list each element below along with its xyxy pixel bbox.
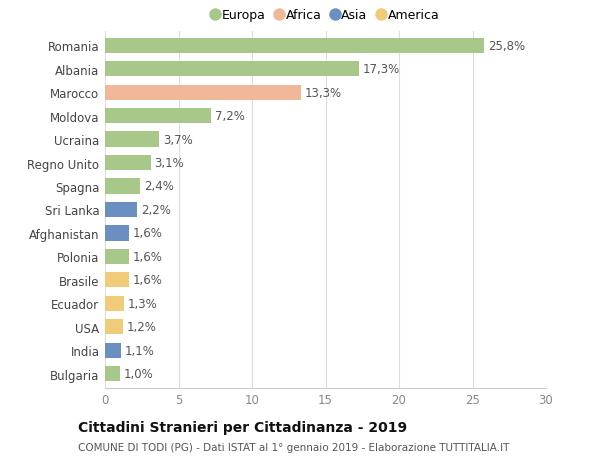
Text: 1,1%: 1,1% <box>125 344 155 357</box>
Text: 1,2%: 1,2% <box>127 320 156 334</box>
Bar <box>105 226 128 241</box>
Text: 1,6%: 1,6% <box>132 227 162 240</box>
Text: 17,3%: 17,3% <box>363 63 400 76</box>
Bar <box>105 62 359 77</box>
Bar <box>105 85 301 101</box>
Bar <box>105 366 120 381</box>
Text: 13,3%: 13,3% <box>304 86 341 100</box>
Bar <box>105 109 211 124</box>
Bar <box>105 273 128 288</box>
Bar <box>105 39 484 54</box>
Text: 7,2%: 7,2% <box>215 110 244 123</box>
Text: 1,6%: 1,6% <box>132 274 162 287</box>
Bar <box>105 179 140 194</box>
Legend: Europa, Africa, Asia, America: Europa, Africa, Asia, America <box>212 9 439 22</box>
Text: 2,2%: 2,2% <box>141 203 171 217</box>
Text: 1,3%: 1,3% <box>128 297 158 310</box>
Text: 3,7%: 3,7% <box>163 133 193 146</box>
Text: 3,1%: 3,1% <box>154 157 184 170</box>
Text: 25,8%: 25,8% <box>488 39 525 53</box>
Text: 1,0%: 1,0% <box>124 367 153 381</box>
Bar <box>105 132 160 147</box>
Text: 2,4%: 2,4% <box>144 180 174 193</box>
Text: 1,6%: 1,6% <box>132 250 162 263</box>
Bar <box>105 343 121 358</box>
Bar <box>105 249 128 264</box>
Bar <box>105 156 151 171</box>
Bar <box>105 319 122 335</box>
Text: COMUNE DI TODI (PG) - Dati ISTAT al 1° gennaio 2019 - Elaborazione TUTTITALIA.IT: COMUNE DI TODI (PG) - Dati ISTAT al 1° g… <box>78 442 509 452</box>
Bar <box>105 202 137 218</box>
Text: Cittadini Stranieri per Cittadinanza - 2019: Cittadini Stranieri per Cittadinanza - 2… <box>78 420 407 434</box>
Bar <box>105 296 124 311</box>
